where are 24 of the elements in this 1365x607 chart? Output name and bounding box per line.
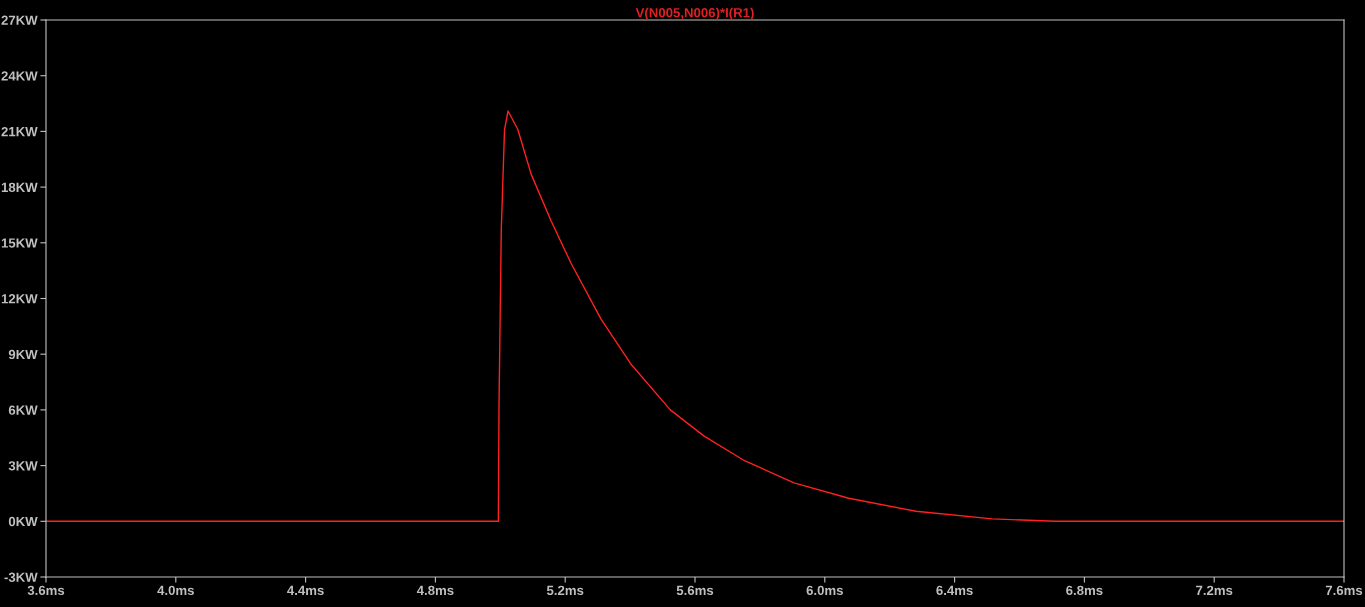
- y-tick-label: -3KW: [4, 572, 38, 582]
- x-tick-label: 7.2ms: [1196, 585, 1233, 596]
- y-tick-label: 12KW: [1, 294, 38, 304]
- y-tick-label: 18KW: [1, 182, 38, 193]
- x-tick-label: 4.8ms: [416, 585, 454, 596]
- x-tick-label: 4.4ms: [287, 585, 324, 596]
- x-tick-label: 6.4ms: [936, 585, 973, 596]
- x-tick-label: 7.6ms: [1325, 585, 1363, 596]
- y-tick-label: 6KW: [8, 405, 38, 415]
- y-tick-label: 15KW: [1, 238, 38, 248]
- x-tick-label: 5.6ms: [676, 585, 714, 596]
- chart-title: V(N005,N006)*I(R1): [635, 7, 754, 20]
- y-tick-label: 3KW: [8, 461, 38, 471]
- x-tick-label: 4.0ms: [157, 585, 194, 596]
- y-tick-label: 27KW: [1, 15, 38, 25]
- y-tick-label: 21KW: [1, 126, 38, 137]
- x-tick-label: 5.2ms: [546, 585, 584, 596]
- x-tick-label: 6.8ms: [1066, 585, 1103, 596]
- y-tick-label: 0KW: [8, 516, 38, 527]
- line-series: [46, 110, 1344, 522]
- x-tick-label: 6.0ms: [806, 585, 843, 596]
- y-tick-label: 9KW: [8, 349, 38, 360]
- y-tick-label: 24KW: [1, 71, 38, 81]
- x-tick-label: 3.6ms: [27, 585, 65, 596]
